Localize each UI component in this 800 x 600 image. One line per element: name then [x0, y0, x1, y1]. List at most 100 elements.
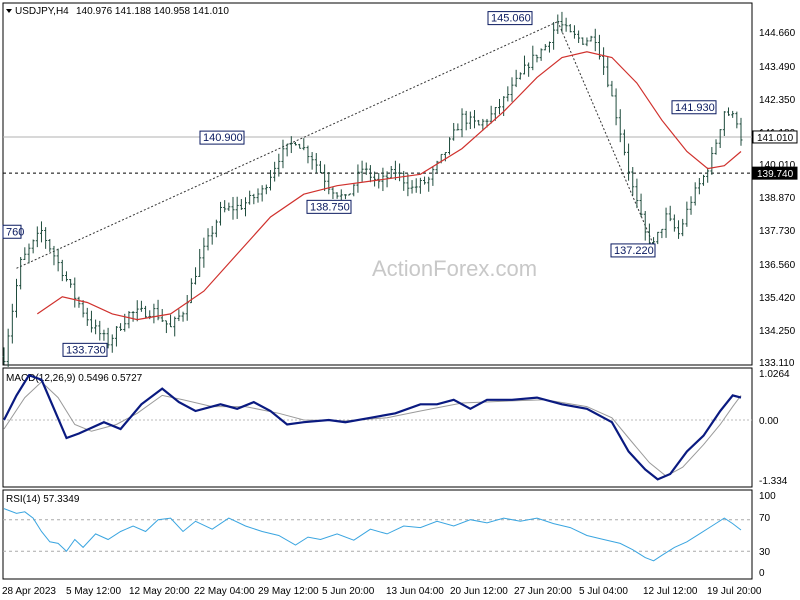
candle [377, 173, 381, 189]
candle [618, 109, 622, 143]
svg-text:137.220: 137.220 [614, 245, 654, 257]
candle [418, 177, 422, 194]
candle [31, 239, 35, 254]
candle [572, 25, 576, 39]
candle [310, 152, 314, 170]
x-tick: 19 Jul 20:00 [707, 586, 762, 597]
candle [677, 220, 681, 239]
rsi-tick: 30 [759, 547, 771, 558]
candle [110, 334, 114, 353]
candle [718, 129, 722, 148]
candle [318, 160, 322, 174]
candle [643, 210, 647, 241]
price-box [752, 166, 798, 180]
x-tick: 28 Apr 2023 [2, 586, 56, 597]
candle [522, 55, 526, 75]
candle [660, 228, 664, 239]
candle [514, 69, 518, 88]
candle [260, 185, 264, 202]
candle [622, 129, 626, 156]
candle [177, 309, 181, 322]
candle [735, 111, 739, 129]
macd-layer [3, 373, 752, 481]
candle [547, 41, 551, 53]
candle [593, 28, 597, 52]
candle [314, 153, 318, 173]
candle [368, 165, 372, 183]
svg-text:141.930: 141.930 [675, 102, 715, 114]
candle [435, 160, 439, 173]
candle [697, 178, 701, 195]
candle [131, 311, 135, 322]
x-tick: 12 Jul 12:00 [643, 586, 698, 597]
candle [293, 142, 297, 146]
symbol-label: USDJPY,H4 [15, 6, 69, 17]
price-annotation: 138.750 [306, 199, 352, 214]
x-tick: 20 Jun 12:00 [450, 586, 508, 597]
candle [323, 164, 327, 191]
candle [35, 226, 39, 248]
price-panel [2, 2, 753, 366]
candle [239, 199, 243, 210]
candle [268, 170, 272, 191]
candle [81, 300, 85, 318]
candle [693, 182, 697, 206]
svg-text:133.730: 133.730 [66, 344, 106, 356]
candle [635, 178, 639, 209]
candle [23, 247, 27, 260]
candle [189, 278, 193, 304]
x-axis: 28 Apr 2023 5 May 12:00 12 May 20:00 22 … [2, 586, 762, 597]
candle [356, 164, 360, 193]
candle [119, 323, 123, 331]
macd-panel [2, 367, 753, 488]
candle [589, 35, 593, 42]
x-tick: 5 Jun 20:00 [322, 586, 375, 597]
candle [273, 161, 277, 182]
candle [727, 107, 731, 116]
rsi-tick: 70 [759, 513, 771, 524]
candle [631, 167, 635, 196]
candle [535, 54, 539, 63]
candle [306, 145, 310, 164]
candle [277, 153, 281, 177]
candle [627, 143, 631, 181]
candle [681, 218, 685, 237]
candle [173, 316, 177, 337]
candle [102, 329, 106, 341]
candle [481, 118, 485, 131]
rsi-line [3, 508, 742, 562]
price-tick: 137.730 [759, 226, 796, 237]
candle [539, 48, 543, 61]
candle [602, 47, 606, 75]
candle [393, 160, 397, 181]
candle [518, 72, 522, 80]
x-tick: 5 Jul 04:00 [579, 586, 628, 597]
candle [156, 299, 160, 321]
candle [448, 137, 452, 155]
candle [264, 184, 268, 195]
candle [298, 143, 302, 149]
candle [223, 200, 227, 213]
macd-title: MACD(12,26,9) 0.5496 0.5727 [6, 373, 143, 384]
x-tick: 29 May 12:00 [258, 586, 319, 597]
annotation-layer: 141.010 139.740 140.900 133.730 138.750 145.0… [2, 11, 798, 357]
candle [739, 117, 743, 146]
candle [194, 267, 198, 285]
candle [27, 243, 31, 264]
candle [597, 34, 601, 60]
dropdown-triangle-icon[interactable] [6, 9, 12, 13]
candle [64, 271, 68, 282]
candle [73, 277, 77, 308]
candle [402, 170, 406, 191]
candle [431, 166, 435, 186]
candle [89, 310, 93, 333]
candle [668, 205, 672, 222]
candle [510, 77, 514, 102]
candle [468, 111, 472, 130]
candle [181, 311, 185, 322]
candle [252, 193, 256, 205]
x-tick: 22 May 04:00 [194, 586, 255, 597]
price-tick: 138.870 [759, 193, 796, 204]
price-y-axis: 144.660 143.490 142.350 141.180 140.010 … [759, 28, 796, 369]
candle [327, 172, 331, 195]
